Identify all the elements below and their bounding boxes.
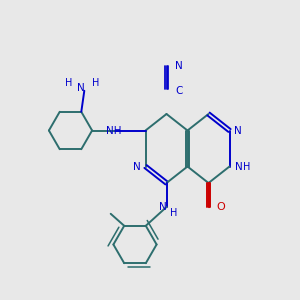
Text: N: N — [133, 161, 141, 172]
Text: N: N — [234, 125, 242, 136]
Text: N: N — [77, 83, 85, 93]
Text: N: N — [159, 202, 167, 212]
Text: C: C — [175, 86, 182, 97]
Text: H: H — [243, 161, 250, 172]
Text: N: N — [235, 161, 243, 172]
Text: H: H — [170, 208, 178, 218]
Text: H: H — [92, 78, 99, 88]
Text: N: N — [175, 61, 183, 71]
Text: H: H — [65, 78, 72, 88]
Text: O: O — [216, 202, 225, 212]
Text: NH: NH — [106, 125, 122, 136]
